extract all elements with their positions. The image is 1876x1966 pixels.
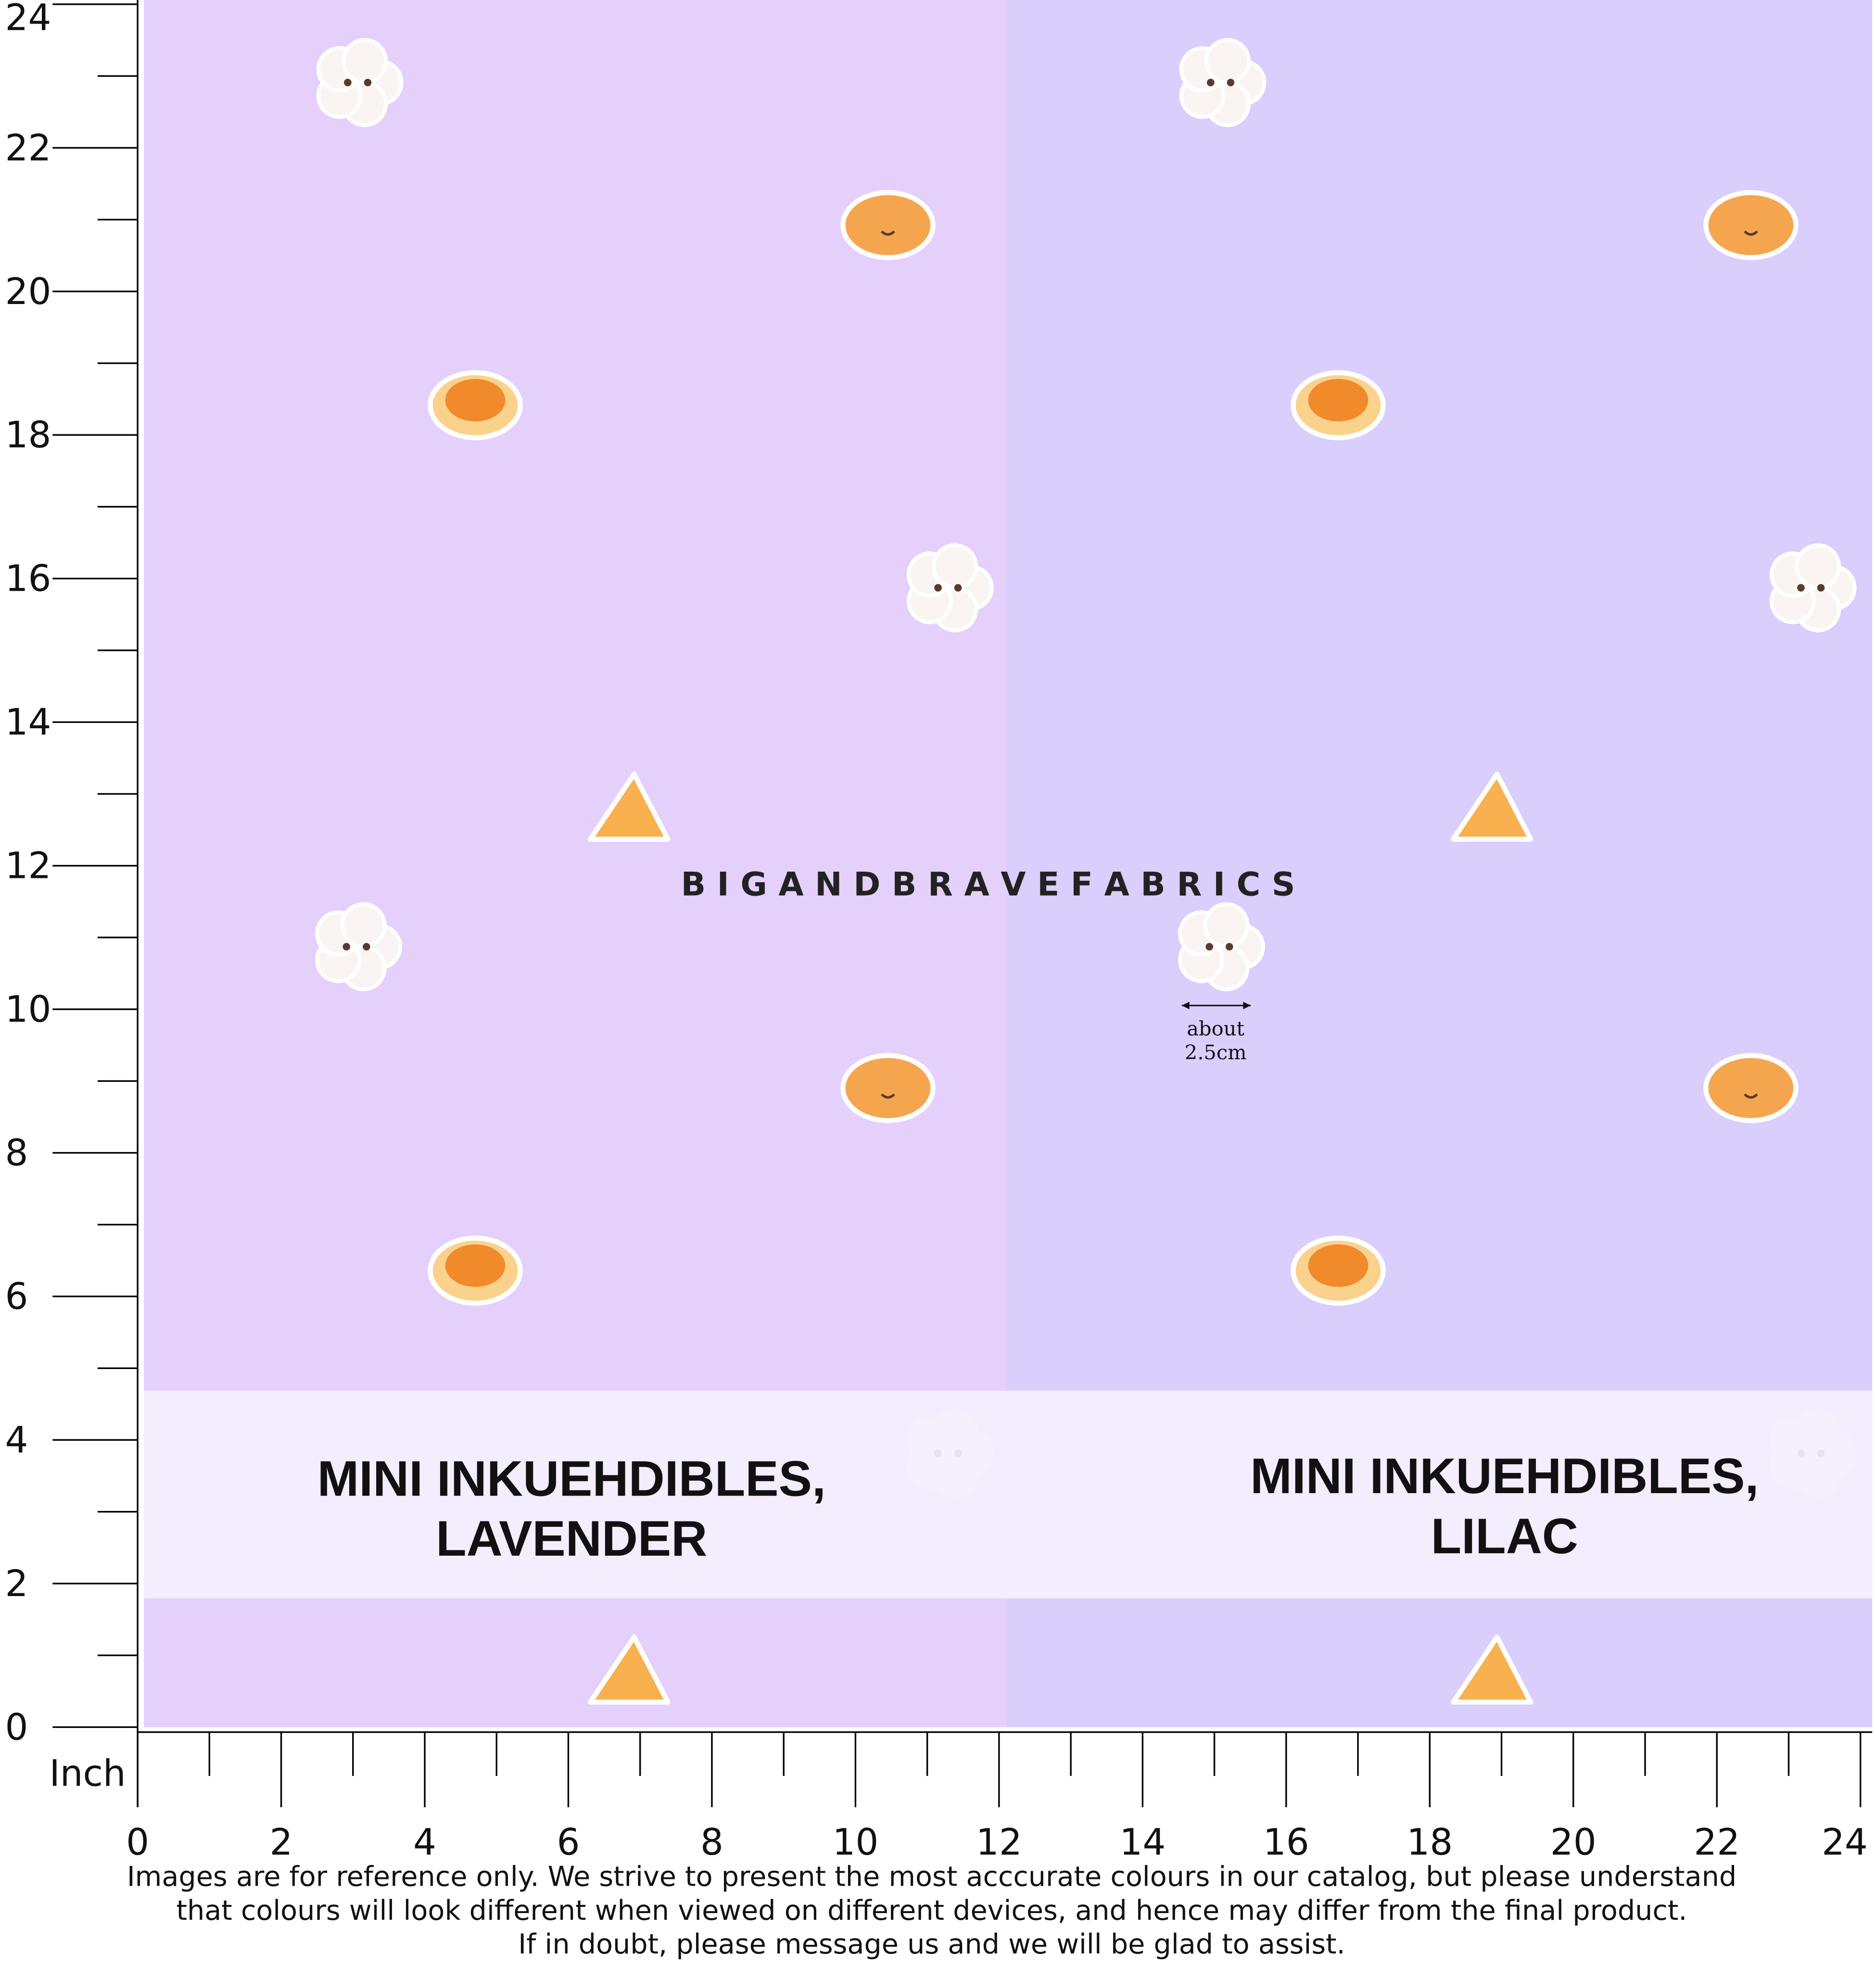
ruler-label: 14 bbox=[1119, 1821, 1166, 1864]
cat-face bbox=[1308, 1244, 1369, 1287]
brand: B I G A N D B R A V E F A B R I C S bbox=[681, 865, 1295, 903]
label-band bbox=[144, 1391, 1873, 1598]
wedge-motif bbox=[588, 1635, 671, 1705]
cat-motif bbox=[428, 1235, 523, 1306]
ruler-label: 12 bbox=[976, 1821, 1022, 1864]
eye bbox=[934, 584, 942, 592]
ruler-label: 10 bbox=[5, 988, 51, 1030]
eye bbox=[1206, 78, 1215, 87]
petal bbox=[932, 543, 978, 590]
cat-face bbox=[1308, 379, 1369, 422]
cat-face bbox=[445, 1244, 506, 1287]
cat-face bbox=[445, 379, 506, 422]
cat-motif bbox=[428, 370, 523, 441]
flower-motif bbox=[1179, 38, 1267, 127]
wedge bbox=[588, 772, 671, 842]
wedge bbox=[1450, 772, 1534, 842]
ruler-label: 8 bbox=[5, 1132, 28, 1174]
cat-motif bbox=[1291, 370, 1386, 441]
ruler-label: 22 bbox=[5, 127, 51, 169]
wedge-motif bbox=[1450, 772, 1534, 842]
ruler-label: 22 bbox=[1694, 1821, 1740, 1864]
eye bbox=[1225, 943, 1233, 951]
ruler-label: 8 bbox=[700, 1821, 723, 1864]
eye bbox=[1817, 584, 1825, 592]
wedge-motif bbox=[588, 772, 671, 842]
scale-arrow bbox=[1181, 1002, 1251, 1010]
flower-motif bbox=[315, 902, 402, 991]
shell bbox=[1703, 190, 1799, 260]
ruler-label: 20 bbox=[1550, 1821, 1597, 1864]
wedge bbox=[588, 1635, 671, 1705]
ruler-label: 4 bbox=[413, 1821, 436, 1864]
petal bbox=[1795, 543, 1841, 590]
swatch-name: MINI INKUEHDIBLES, bbox=[1250, 1448, 1759, 1504]
swatch-name: MINI INKUEHDIBLES, bbox=[317, 1451, 826, 1507]
ruler-label: 4 bbox=[5, 1419, 28, 1461]
eye bbox=[1797, 584, 1805, 592]
eye bbox=[344, 78, 352, 87]
flower-motif bbox=[1178, 902, 1265, 991]
flower-motif bbox=[906, 543, 994, 633]
swatch-name: LILAC bbox=[1431, 1509, 1578, 1564]
ruler-label: 6 bbox=[5, 1275, 28, 1318]
ruler-label: 0 bbox=[126, 1821, 149, 1864]
flower-motif bbox=[1769, 543, 1857, 633]
ruler-label: 18 bbox=[5, 414, 51, 456]
eye bbox=[364, 78, 372, 87]
shell bbox=[1703, 1053, 1799, 1123]
scale-note: about bbox=[1187, 1017, 1244, 1040]
shell-motif bbox=[840, 190, 936, 260]
eye bbox=[363, 943, 370, 951]
eye bbox=[1205, 943, 1213, 951]
ruler-label: 16 bbox=[5, 558, 51, 600]
petal bbox=[342, 38, 388, 85]
smile bbox=[1744, 230, 1758, 236]
smile bbox=[881, 1093, 895, 1099]
shell-motif bbox=[1703, 190, 1799, 260]
ruler-label: 20 bbox=[5, 270, 51, 313]
flower-motif bbox=[316, 38, 404, 127]
petal bbox=[340, 902, 387, 949]
swatch-name: LAVENDER bbox=[436, 1511, 707, 1567]
ruler-label: 2 bbox=[270, 1821, 293, 1864]
ruler-label: 14 bbox=[5, 701, 51, 743]
smile bbox=[1744, 1093, 1758, 1099]
ruler-label: 24 bbox=[5, 0, 51, 38]
shell-motif bbox=[1703, 1053, 1799, 1123]
shell bbox=[840, 190, 936, 260]
smile bbox=[881, 230, 895, 236]
disclaimer: that colours will look different when vi… bbox=[177, 1895, 1687, 1927]
ruler-label: 12 bbox=[5, 845, 51, 887]
petal bbox=[1203, 902, 1250, 949]
eye bbox=[1227, 78, 1235, 87]
eye bbox=[342, 943, 351, 951]
ruler-label: 0 bbox=[5, 1706, 28, 1748]
disclaimer: Images are for reference only. We strive… bbox=[127, 1861, 1737, 1893]
wedge-motif bbox=[1450, 1635, 1534, 1705]
eye bbox=[954, 584, 962, 592]
ruler-label: 2 bbox=[5, 1562, 28, 1605]
ruler-label: 16 bbox=[1263, 1821, 1309, 1864]
cat-motif bbox=[1291, 1235, 1386, 1306]
ruler-label: 6 bbox=[557, 1821, 580, 1864]
ruler-label: 18 bbox=[1407, 1821, 1453, 1864]
ruler-label: 24 bbox=[1822, 1821, 1868, 1864]
shell-motif bbox=[840, 1053, 936, 1123]
ruler-label: 10 bbox=[832, 1821, 878, 1864]
scale-note: 2.5cm bbox=[1185, 1040, 1247, 1064]
disclaimer: If in doubt, please message us and we wi… bbox=[518, 1928, 1345, 1960]
shell bbox=[840, 1053, 936, 1123]
wedge bbox=[1450, 1635, 1534, 1705]
ruler-unit: Inch bbox=[49, 1752, 126, 1795]
petal bbox=[1204, 38, 1251, 85]
